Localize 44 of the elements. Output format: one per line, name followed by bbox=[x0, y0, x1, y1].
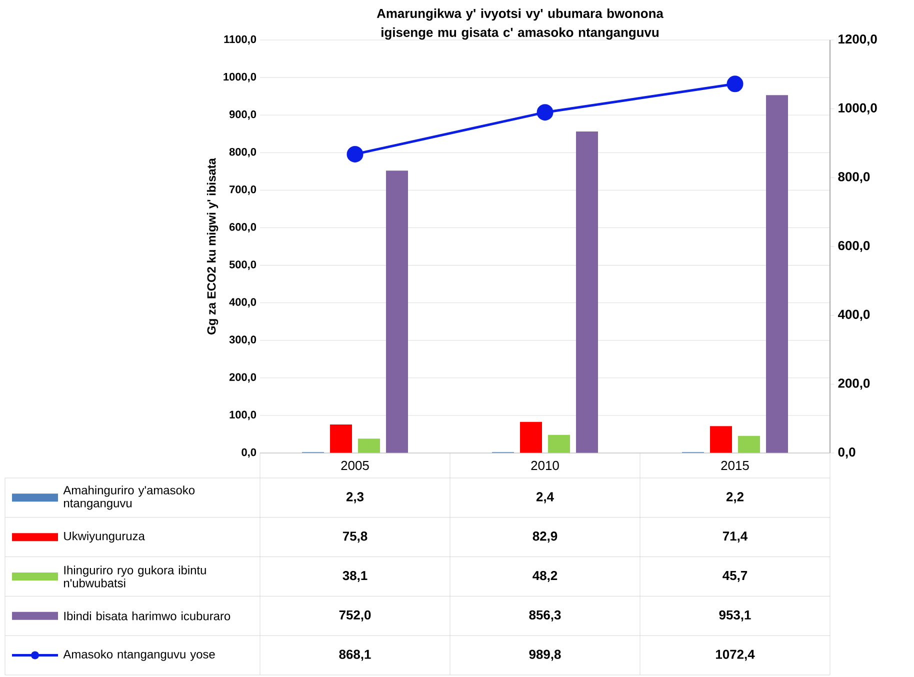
data-label: 953,1 bbox=[719, 610, 751, 622]
y2-tick-label: 1200,0 bbox=[838, 34, 877, 46]
legend-label: Ibindi bisata harimwo icuburaro bbox=[64, 612, 230, 620]
legend-label: Ihinguriro ryo gukora ibintu n'ubwubatsi bbox=[64, 566, 206, 588]
data-label: 2,2 bbox=[726, 492, 744, 504]
data-label: 38,1 bbox=[342, 570, 368, 582]
y-tick-label: 300,0 bbox=[229, 336, 256, 346]
y2-tick-label: 200,0 bbox=[838, 378, 870, 390]
x-tick-label: 2010 bbox=[531, 460, 559, 470]
data-label: 856,3 bbox=[529, 610, 561, 622]
legend-label: Ukwiyunguruza bbox=[64, 532, 145, 543]
data-label: 752,0 bbox=[339, 610, 371, 622]
data-label: 868,1 bbox=[339, 650, 371, 661]
x-tick-label: 2015 bbox=[721, 460, 749, 470]
y-tick-label: 1000,0 bbox=[224, 72, 256, 82]
data-label: 989,8 bbox=[529, 650, 561, 661]
y-tick-label: 700,0 bbox=[230, 186, 256, 195]
y-tick-label: 800,0 bbox=[229, 148, 256, 158]
y-tick-label: 100,0 bbox=[230, 410, 256, 420]
y2-tick-label: 800,0 bbox=[838, 172, 870, 184]
y2-tick-label: 600,0 bbox=[838, 240, 870, 252]
legend-label: Amasoko ntanganguvu yose bbox=[63, 650, 215, 661]
y-tick-label: 500,0 bbox=[229, 260, 256, 270]
chart-title: Amarungikwa y' ivyotsi vy' ubumara bwonona igisenge mu gisata c' amasoko ntanganguvu bbox=[376, 8, 664, 40]
data-label: 2,4 bbox=[536, 492, 554, 504]
y2-tick-label: 1000,0 bbox=[838, 103, 877, 114]
y-tick-label: 900,0 bbox=[229, 110, 256, 120]
y-axis-title: Gg za ECO2 ku migwi y' ibisata bbox=[206, 158, 218, 334]
y-tick-label: 200,0 bbox=[229, 373, 256, 383]
data-label: 82,9 bbox=[532, 532, 558, 543]
data-label: 45,7 bbox=[722, 571, 748, 582]
data-label: 48,2 bbox=[532, 570, 558, 582]
data-label: 1072,4 bbox=[716, 650, 755, 661]
y-tick-label: 1100,0 bbox=[224, 35, 256, 45]
data-label: 71,4 bbox=[722, 532, 748, 543]
data-label: 2,3 bbox=[346, 492, 364, 504]
data-label: 75,8 bbox=[342, 532, 368, 543]
y-tick-label: 600,0 bbox=[229, 223, 256, 232]
y-tick-label: 0,0 bbox=[242, 448, 256, 458]
legend-label: Amahinguriro y'amasoko ntanganguvu bbox=[63, 486, 195, 510]
y2-tick-label: 400,0 bbox=[838, 310, 870, 321]
y-tick-label: 400,0 bbox=[229, 298, 256, 308]
y2-tick-label: 0,0 bbox=[838, 447, 856, 459]
x-tick-label: 2005 bbox=[341, 460, 369, 470]
